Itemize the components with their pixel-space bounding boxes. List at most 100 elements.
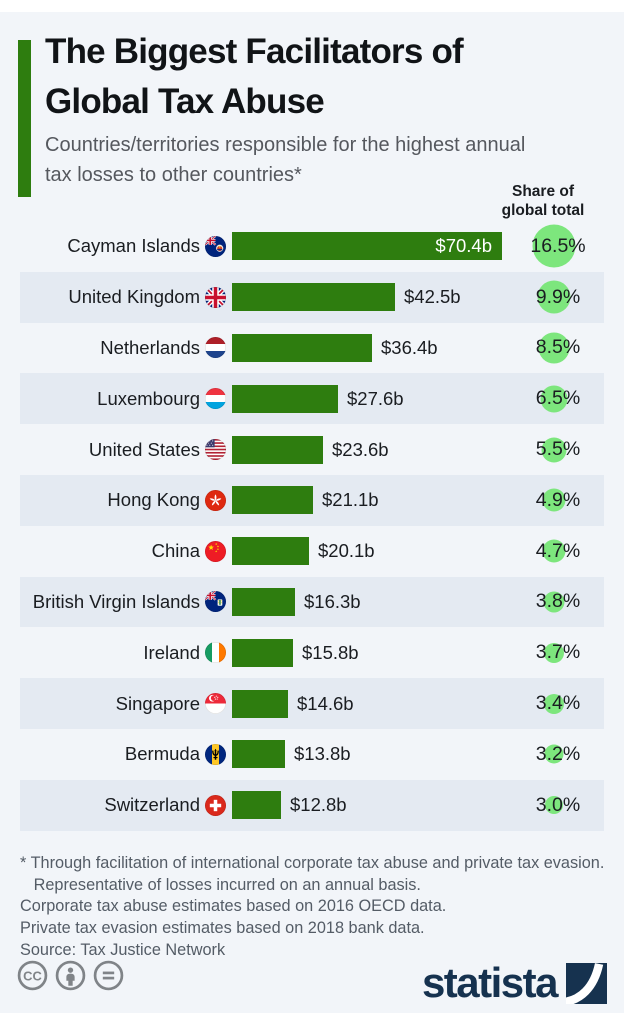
value-label: $42.5b [404, 286, 461, 308]
country-label: Switzerland [104, 794, 200, 816]
bottom-white-strip [0, 1013, 624, 1024]
share-bubble [544, 642, 564, 663]
share-cell: 9.9% [512, 272, 604, 323]
share-bubble [545, 796, 563, 815]
chart-row: Luxembourg $27.6b 6.5% [20, 373, 604, 425]
share-label: 16.5% [530, 234, 586, 257]
value-bar [232, 333, 372, 362]
share-bubble [540, 385, 568, 413]
value-bar [232, 537, 309, 566]
share-label: 8.5% [535, 336, 581, 359]
share-cell: 16.5% [512, 221, 604, 272]
chart-row: Bermuda $13.8b 3.2% [20, 729, 604, 780]
share-label: 4.9% [535, 488, 581, 511]
chart-row: Switzerland $12.8b 3.0% [20, 779, 604, 831]
flag-icon [205, 388, 226, 410]
value-bar [232, 638, 293, 667]
attribution-icon [55, 960, 86, 991]
country-label: Singapore [115, 692, 200, 714]
chart-row: Cayman Islands $70.4b 16.5% [20, 221, 604, 272]
share-cell: 3.0% [512, 780, 604, 831]
bar-track: $36.4b [232, 333, 512, 362]
share-cell: 3.4% [512, 678, 604, 729]
flag-icon [205, 489, 226, 511]
share-bubble [542, 539, 566, 563]
share-bubble [532, 224, 576, 268]
value-label: $12.8b [290, 794, 347, 816]
page-subtitle: Countries/territories responsible for th… [45, 134, 526, 186]
chart-row: Hong Kong $21.1b 4.9% [20, 474, 604, 526]
bar-track: $14.6b [232, 689, 512, 718]
value-label: $14.6b [297, 692, 354, 714]
country-label: Hong Kong [107, 489, 200, 511]
bar-track: $20.1b [232, 537, 512, 566]
top-white-strip [0, 0, 624, 12]
statista-wordmark: statista [421, 959, 559, 1006]
share-bubble [537, 280, 571, 314]
page-title: The Biggest Facilitators of Global Tax A… [45, 32, 464, 121]
share-label: 3.8% [535, 590, 581, 613]
country-label: Bermuda [124, 743, 200, 765]
chart-row: British Virgin Islands $16.3b 3.8% [20, 576, 604, 628]
share-label: 3.7% [535, 641, 581, 664]
value-label: $20.1b [318, 540, 375, 562]
value-label: $16.3b [304, 590, 361, 612]
flag-icon [205, 439, 226, 461]
value-label: $36.4b [381, 336, 438, 358]
country-label: Luxembourg [97, 387, 200, 409]
country-label: United States [88, 438, 200, 460]
bar-track: $23.6b [232, 435, 512, 464]
value-bar [232, 740, 285, 769]
flag-icon [205, 642, 226, 664]
chart-row: United States $23.6b 5.5% [20, 424, 604, 475]
share-bubble [538, 332, 570, 364]
title-accent-bar [18, 40, 31, 197]
value-bar [232, 486, 313, 515]
share-label: 3.0% [535, 793, 581, 816]
footnotes: * Through facilitation of international … [20, 854, 605, 937]
share-label: 5.5% [535, 438, 581, 461]
value-label: $15.8b [302, 641, 359, 663]
share-cell: 4.9% [512, 475, 604, 526]
value-bar [232, 232, 502, 261]
cc-icon: CC [17, 960, 48, 991]
share-bubble [544, 693, 564, 714]
share-column-header: Share of global total [501, 183, 585, 219]
bar-track: $16.3b [232, 587, 512, 616]
share-label: 4.7% [535, 539, 581, 562]
value-bar [232, 283, 395, 312]
value-label: $13.8b [294, 743, 351, 765]
country-label: British Virgin Islands [32, 590, 200, 612]
flag-icon [205, 794, 226, 816]
share-bubble [541, 437, 567, 463]
share-cell: 3.8% [512, 577, 604, 628]
flag-icon [205, 743, 226, 765]
chart-row: United Kingdom $42.5b 9.9% [20, 271, 604, 323]
flag-icon [205, 337, 226, 359]
chart-row: Netherlands $36.4b 8.5% [20, 323, 604, 374]
flag-icon [205, 235, 226, 257]
share-cell: 8.5% [512, 323, 604, 374]
value-bar [232, 435, 323, 464]
bar-track: $21.1b [232, 486, 512, 515]
country-label: Ireland [143, 641, 200, 663]
flag-icon [205, 540, 226, 562]
flag-icon [205, 591, 226, 613]
bar-chart: Cayman Islands $70.4b 16.5% United Kingd… [20, 221, 604, 831]
chart-row: Ireland $15.8b 3.7% [20, 627, 604, 678]
statista-logo-icon [566, 962, 607, 1004]
bar-track: $42.5b [232, 283, 512, 312]
share-label: 9.9% [535, 285, 581, 308]
share-bubble [543, 591, 565, 613]
share-bubble [542, 488, 566, 512]
share-cell: 5.5% [512, 424, 604, 475]
value-bar [232, 689, 288, 718]
flag-icon [205, 693, 226, 715]
share-cell: 6.5% [512, 373, 604, 424]
share-cell: 3.7% [512, 627, 604, 678]
share-label: 3.4% [535, 692, 581, 715]
bar-track: $15.8b [232, 638, 512, 667]
value-label: $27.6b [347, 387, 404, 409]
value-label: $23.6b [332, 438, 389, 460]
